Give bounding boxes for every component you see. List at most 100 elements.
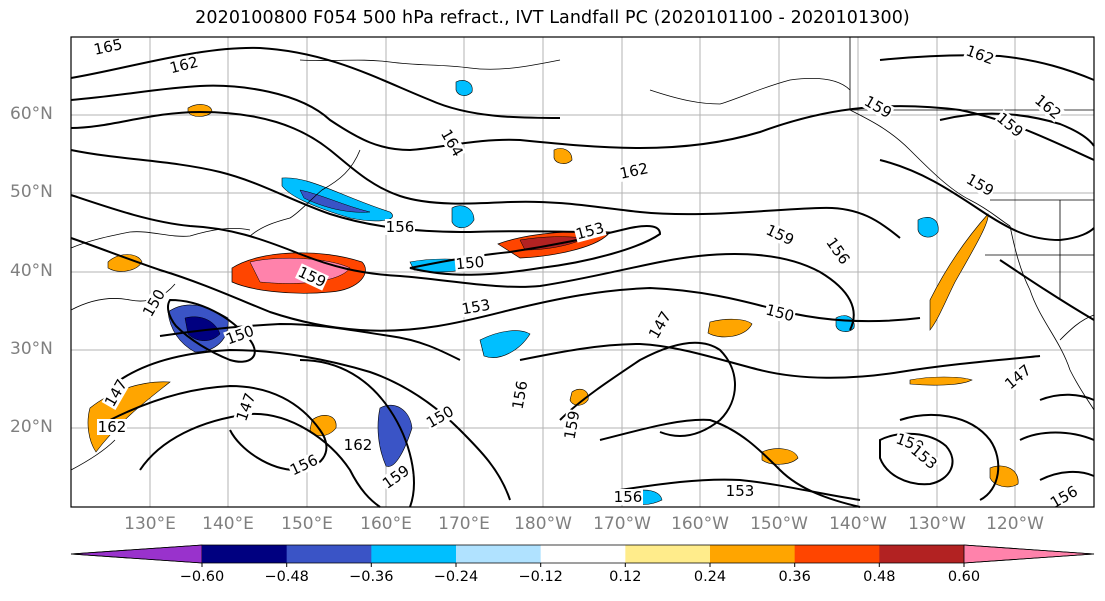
colorbar-cell xyxy=(456,545,542,563)
contour-label: 159 xyxy=(561,409,584,440)
latitude-label: 40°N xyxy=(10,261,53,281)
positive-anomaly-region xyxy=(707,318,753,338)
longitude-label: 130°E xyxy=(124,514,176,534)
colorbar-cell xyxy=(371,545,457,563)
contour-label-background xyxy=(1001,361,1035,393)
contour-label-background xyxy=(1031,91,1065,123)
longitude-label: 170°E xyxy=(438,514,490,534)
colorbar-tick-label: 0.48 xyxy=(863,569,896,585)
negative-anomaly-region xyxy=(479,330,531,358)
contour-label-background xyxy=(725,483,755,499)
contour-label-background xyxy=(963,42,997,68)
contour-label: 156 xyxy=(509,379,532,410)
colorbar-tick-label: 0.24 xyxy=(693,569,727,585)
contour-label-background xyxy=(763,301,797,325)
negative-anomaly-region xyxy=(299,189,371,213)
contour-label-background xyxy=(763,221,797,249)
longitude-label: 150°W xyxy=(750,514,808,534)
latitude-label: 30°N xyxy=(10,339,53,359)
positive-anomaly-region xyxy=(569,388,589,406)
contour-label-background xyxy=(287,451,321,479)
colorbar-tick-label: −0.24 xyxy=(433,569,479,585)
contour-label-background xyxy=(861,92,895,122)
longitude-label: 180°W xyxy=(514,514,572,534)
longitude-label: 160°W xyxy=(671,514,729,534)
contour-label-background xyxy=(645,308,675,342)
contour-label-background xyxy=(822,234,854,268)
longitude-label: 140°E xyxy=(202,514,254,534)
negative-anomaly-region xyxy=(377,404,413,467)
positive-anomaly-region xyxy=(929,213,989,331)
colorbar-cell xyxy=(286,545,372,563)
colorbar-cell xyxy=(540,545,626,563)
colorbar-tick-label: 0.60 xyxy=(947,569,981,585)
contour-label: 153 xyxy=(460,296,491,319)
longitude-label: 130°W xyxy=(908,514,966,534)
longitude-label: 140°W xyxy=(829,514,887,534)
longitude-label: 150°E xyxy=(281,514,333,534)
positive-anomaly-region xyxy=(553,148,573,164)
colorbar-tick-label: −0.12 xyxy=(518,569,563,585)
refractivity-contours xyxy=(70,46,1095,508)
colorbar-cell xyxy=(202,545,288,563)
contour-label: 162 xyxy=(344,436,373,454)
contour-label-background xyxy=(423,402,457,432)
colorbar-cell xyxy=(710,545,796,563)
map-frame xyxy=(70,36,1095,508)
contour-label-background xyxy=(454,253,486,273)
contour-label: 156 xyxy=(386,218,415,236)
contour-label-background xyxy=(509,378,531,412)
contour-label-background xyxy=(613,489,643,505)
latitude-label: 60°N xyxy=(10,104,53,124)
contour-label: 162 xyxy=(98,418,127,436)
contour-label-background xyxy=(963,170,997,200)
negative-anomaly-region xyxy=(455,80,473,96)
colorbar-tick-label: −0.36 xyxy=(349,569,394,585)
longitude-label: 170°W xyxy=(593,514,651,534)
colorbar-tick-label: −0.60 xyxy=(179,569,225,585)
contour-label-background xyxy=(573,219,607,243)
contour-label-background xyxy=(295,263,329,291)
contour-label: 150 xyxy=(455,253,485,273)
contour-label-background xyxy=(101,376,131,410)
contour-label: 162 xyxy=(618,159,650,183)
latitude-label: 50°N xyxy=(10,182,53,202)
contour-label-background xyxy=(459,296,493,318)
contour-label-background xyxy=(91,36,125,58)
contour-label-background xyxy=(167,53,201,77)
negative-anomaly-region xyxy=(451,205,475,229)
contour-label-background xyxy=(1047,482,1081,512)
colorbar-tick-label: 0.36 xyxy=(778,569,811,585)
contour-label-background xyxy=(97,419,127,435)
longitude-label: 120°W xyxy=(986,514,1044,534)
negative-anomaly-region xyxy=(917,217,939,238)
contour-label-background xyxy=(907,441,941,473)
map-title: 2020100800 F054 500 hPa refract., IVT La… xyxy=(195,8,910,28)
colorbar-cell xyxy=(794,545,880,563)
colorbar-tick-label: −0.48 xyxy=(264,569,309,585)
latitude-label: 20°N xyxy=(10,417,53,437)
colorbar-extend-high xyxy=(963,544,1095,564)
contour-label-background xyxy=(561,408,583,442)
contour-label-background xyxy=(233,390,259,424)
positive-anomaly-region xyxy=(989,465,1019,488)
longitude-label: 160°E xyxy=(360,514,412,534)
contour-label: 153 xyxy=(726,482,755,500)
contour-label-background xyxy=(385,219,415,235)
contour-label-background xyxy=(139,286,169,320)
colorbar-cell xyxy=(625,545,711,563)
contour-label-background xyxy=(437,126,467,160)
colorbar-extend-low xyxy=(70,544,203,564)
colorbar-tick-label: 0.12 xyxy=(609,569,642,585)
positive-anomaly-region xyxy=(909,376,973,386)
contour-label-background xyxy=(993,109,1027,141)
contour-label-background xyxy=(617,160,651,182)
contour-label: 165 xyxy=(92,35,124,59)
contour-label-background xyxy=(343,437,373,453)
contour-label-background xyxy=(379,461,413,493)
contour-label-background xyxy=(223,322,257,348)
negative-anomaly-region xyxy=(184,316,221,341)
